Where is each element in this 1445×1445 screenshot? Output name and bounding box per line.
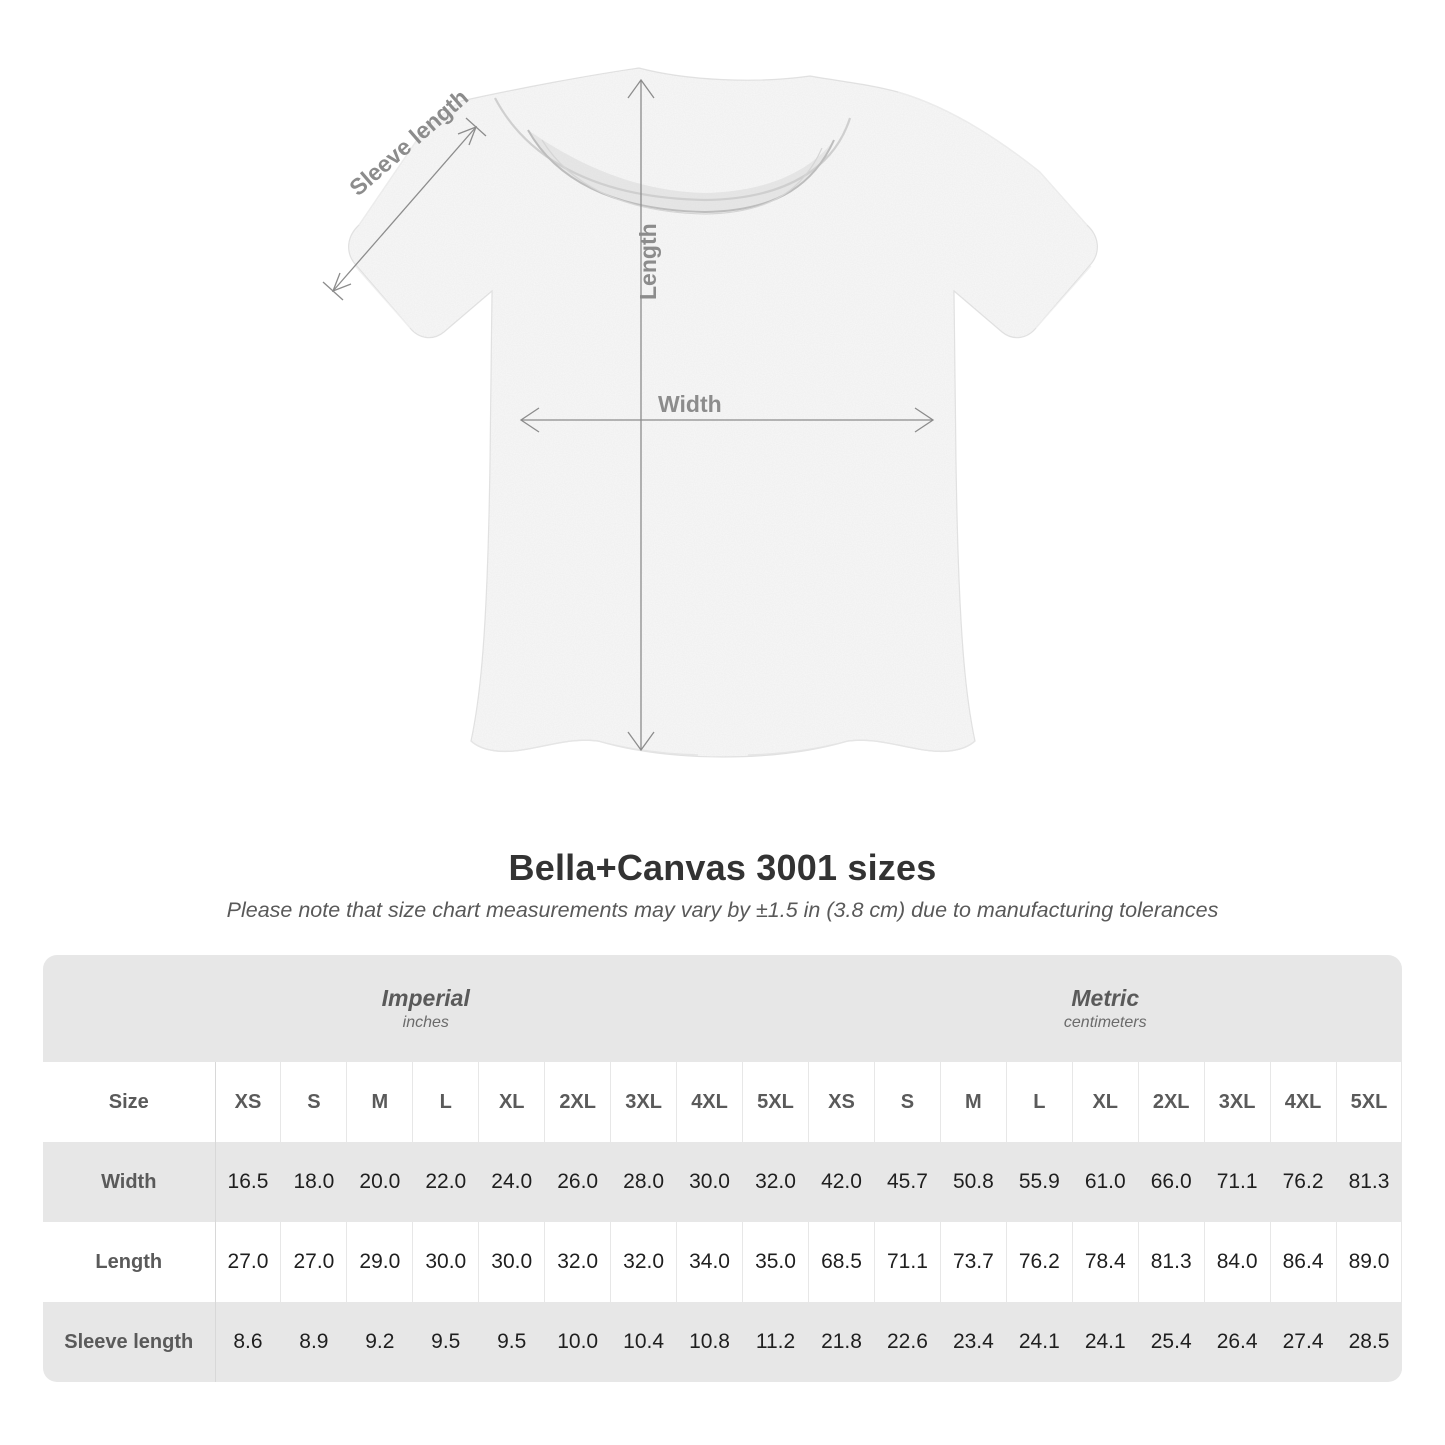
svg-text:Length: Length: [635, 223, 661, 300]
svg-text:Width: Width: [658, 391, 722, 417]
